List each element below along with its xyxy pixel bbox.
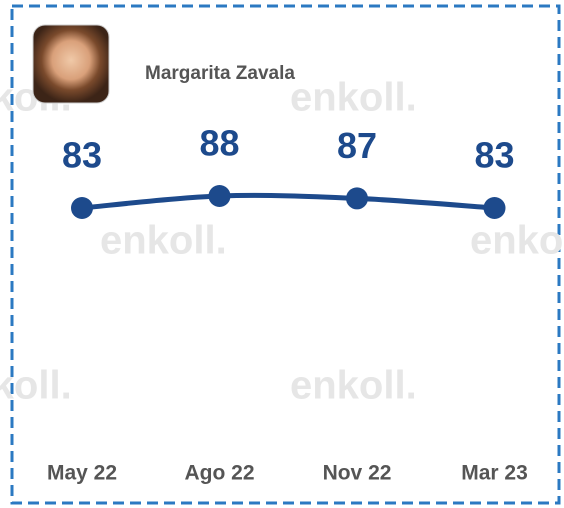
point: [71, 197, 93, 219]
watermark: enkoll.: [290, 364, 417, 408]
point: [208, 185, 231, 207]
watermark: enkoll.: [0, 364, 72, 408]
data-label: 83: [474, 135, 514, 176]
series-name: Margarita Zavala: [145, 63, 295, 84]
watermarks: enkoll. enkoll. enkoll. enkoll. enkoll. …: [0, 76, 564, 408]
watermark: enkoll.: [100, 219, 227, 263]
watermark: enkoll.: [470, 219, 564, 263]
data-label: 87: [337, 125, 377, 166]
point: [346, 187, 368, 210]
line: [81, 192, 495, 211]
x-tick-label: Mar 23: [461, 462, 528, 485]
x-tick-label: Ago 22: [184, 462, 254, 485]
x-tick-label: May 22: [47, 462, 117, 485]
x-tick-label: Nov 22: [323, 462, 392, 485]
data-label: 83: [62, 135, 102, 176]
data-label: 88: [199, 123, 239, 164]
frame: [10, 4, 561, 505]
point: [483, 197, 506, 219]
watermark: enkoll.: [290, 76, 417, 120]
avatar: [32, 24, 110, 104]
